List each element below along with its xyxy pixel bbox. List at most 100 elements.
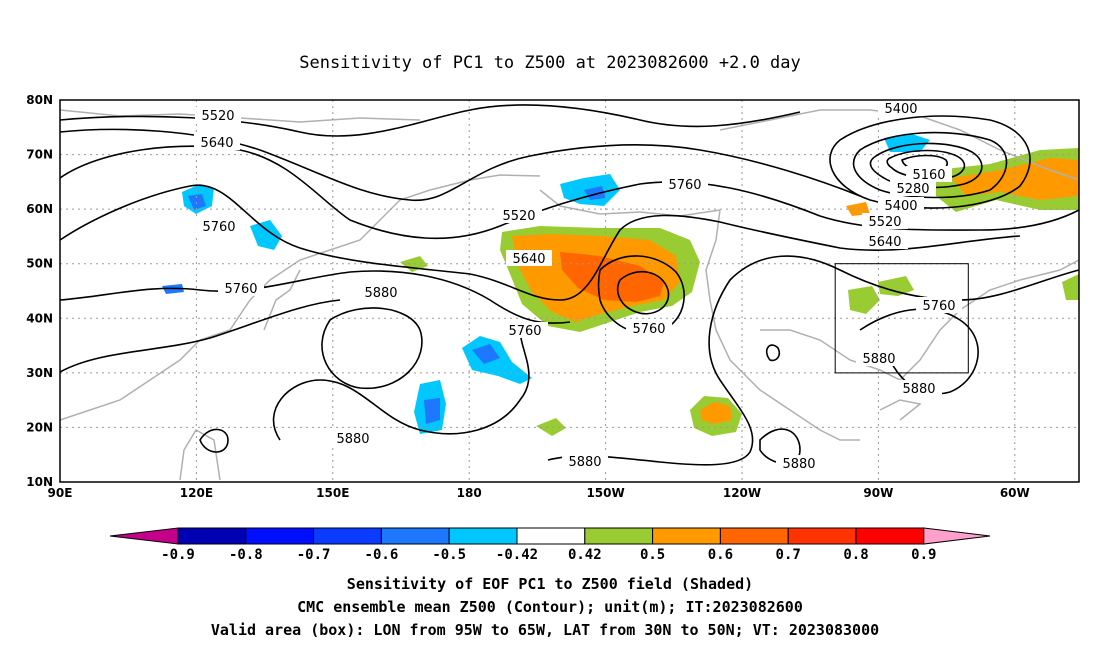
colorbar-under-arrow xyxy=(109,527,179,545)
contour-label: 5760 xyxy=(662,176,708,193)
contour-label: 5880 xyxy=(776,455,822,472)
lon-tick-label: 90E xyxy=(48,486,73,500)
lon-axis: 90E 120E 150E 180 150W 120W 90W 60W xyxy=(48,486,1030,500)
positive-area-sub-hawaii-orange xyxy=(700,402,732,424)
svg-text:5760: 5760 xyxy=(668,178,701,193)
colorbar-tick-label: -0.9 xyxy=(161,547,195,563)
contour-label: 5880 xyxy=(896,380,942,397)
colorbar-tick-label: -0.8 xyxy=(229,547,263,563)
contour-label: 5880 xyxy=(562,453,608,470)
svg-text:5880: 5880 xyxy=(336,432,369,447)
negative-area-siberia-core xyxy=(188,194,206,210)
positive-area-ne-pacific-dark xyxy=(560,252,664,302)
svg-text:5400: 5400 xyxy=(884,199,917,214)
chart-title: Sensitivity of PC1 to Z500 at 2023082600… xyxy=(299,53,801,73)
contour-label: 5520 xyxy=(496,207,542,224)
lon-tick-label: 90W xyxy=(863,486,893,500)
colorbar-segment xyxy=(855,527,925,545)
colorbar-tick-label: 0.7 xyxy=(776,547,801,563)
contour-label: 5760 xyxy=(626,320,672,337)
contour-label: 5280 xyxy=(890,180,936,197)
svg-text:5280: 5280 xyxy=(896,182,929,197)
lat-tick-label: 30N xyxy=(26,366,53,380)
positive-area-box xyxy=(848,286,880,314)
colorbar-tick-label: 0.42 xyxy=(568,547,602,563)
contour-label: 5160 xyxy=(906,166,952,183)
lat-tick-label: 80N xyxy=(26,93,53,107)
negative-area-japan xyxy=(250,220,282,250)
caption-line-2: CMC ensemble mean Z500 (Contour); unit(m… xyxy=(297,598,803,616)
lon-tick-label: 150E xyxy=(316,486,349,500)
lat-tick-label: 70N xyxy=(26,148,53,162)
contour-label: 5400 xyxy=(878,197,924,214)
colorbar-tick-label: -0.42 xyxy=(496,547,538,563)
colorbar-tick-label: 0.6 xyxy=(708,547,733,563)
colorbar-segment xyxy=(584,527,654,545)
lat-tick-label: 60N xyxy=(26,202,53,216)
svg-text:5520: 5520 xyxy=(201,109,234,124)
colorbar-segment xyxy=(380,527,450,545)
svg-text:5880: 5880 xyxy=(364,286,397,301)
svg-text:5760: 5760 xyxy=(224,282,257,297)
contour-label: 5640 xyxy=(506,250,552,267)
svg-text:5760: 5760 xyxy=(632,322,665,337)
contour-label: 5520 xyxy=(195,107,241,124)
svg-text:5760: 5760 xyxy=(202,220,235,235)
contour-label: 5760 xyxy=(218,280,264,297)
contour-label: 5880 xyxy=(358,284,404,301)
svg-text:5880: 5880 xyxy=(902,382,935,397)
lon-tick-label: 60W xyxy=(1000,486,1030,500)
colorbar-tick-label: 0.5 xyxy=(640,547,665,563)
contour-label: 5640 xyxy=(862,233,908,250)
svg-text:5760: 5760 xyxy=(922,299,955,314)
lon-tick-label: 120W xyxy=(723,486,761,500)
colorbar-segment xyxy=(245,527,315,545)
colorbar-tick-label: -0.7 xyxy=(297,547,331,563)
contour-label: 5760 xyxy=(502,322,548,339)
contour-label: 5640 xyxy=(194,134,240,151)
positive-area-gulf xyxy=(536,418,566,436)
negative-area-south-pacific-core xyxy=(424,398,440,424)
lon-tick-label: 180 xyxy=(457,486,482,500)
svg-text:5640: 5640 xyxy=(512,252,545,267)
lat-tick-label: 20N xyxy=(26,420,53,434)
colorbar-segment xyxy=(516,527,586,545)
svg-text:5760: 5760 xyxy=(508,324,541,339)
map-frame xyxy=(59,99,1080,483)
colorbar-tick-label: -0.5 xyxy=(432,547,466,563)
colorbar-tick-label: -0.6 xyxy=(365,547,399,563)
map-panel: 5520 5640 5760 5760 5880 5880 5520 5640 … xyxy=(59,99,1080,483)
svg-text:5520: 5520 xyxy=(868,215,901,230)
colorbar-segment xyxy=(787,527,857,545)
colorbar: -0.9 -0.8 -0.7 -0.6 -0.5 -0.42 0.42 0.5 … xyxy=(109,527,991,563)
colorbar-over-arrow xyxy=(923,527,991,545)
svg-text:5880: 5880 xyxy=(782,457,815,472)
contour-label: 5880 xyxy=(856,350,902,367)
lat-tick-label: 50N xyxy=(26,257,53,271)
contour-label: 5880 xyxy=(330,430,376,447)
svg-text:5640: 5640 xyxy=(200,136,233,151)
lon-tick-label: 150W xyxy=(586,486,624,500)
contour-label: 5760 xyxy=(196,218,242,235)
svg-text:5400: 5400 xyxy=(884,102,917,117)
colorbar-tick-label: 0.9 xyxy=(911,547,936,563)
valid-area-box xyxy=(834,263,969,374)
positive-area-box-2 xyxy=(878,276,914,296)
contour-label: 5760 xyxy=(916,297,962,314)
svg-text:5640: 5640 xyxy=(868,235,901,250)
negative-area-central-pacific-core xyxy=(472,344,500,364)
colorbar-segment xyxy=(652,527,721,545)
svg-text:5520: 5520 xyxy=(502,209,535,224)
lat-tick-label: 40N xyxy=(26,311,53,325)
svg-text:5880: 5880 xyxy=(568,455,601,470)
colorbar-segment xyxy=(177,527,247,545)
grid-lines xyxy=(60,100,1079,482)
lon-tick-label: 120E xyxy=(180,486,213,500)
caption-line-1: Sensitivity of EOF PC1 to Z500 field (Sh… xyxy=(347,575,753,593)
contour-label: 5520 xyxy=(862,213,908,230)
colorbar-tick-label: 0.8 xyxy=(843,547,868,563)
lat-tick-label: 10N xyxy=(26,475,53,489)
svg-text:5880: 5880 xyxy=(862,352,895,367)
colorbar-segment xyxy=(313,527,382,545)
